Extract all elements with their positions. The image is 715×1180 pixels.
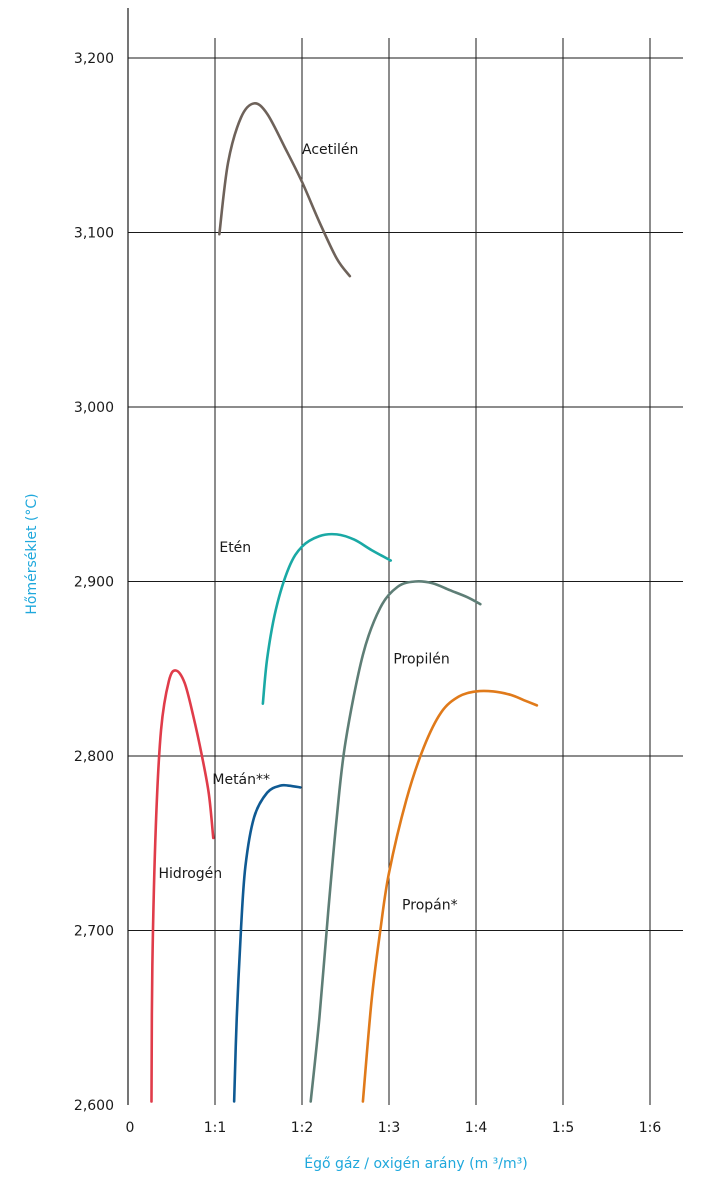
- y-tick-label-3000: 3,000: [74, 400, 114, 416]
- x-tick-label-1-4: 1:4: [465, 1120, 488, 1136]
- x-axis-title: Égő gáz / oxigén arány (m ³/m³): [304, 1155, 527, 1172]
- y-tick-label-2600: 2,600: [74, 1098, 114, 1114]
- series-line-hidrogen: [150, 669, 215, 1103]
- x-tick-label-0: 0: [126, 1120, 135, 1136]
- x-tick-label-1-6: 1:6: [639, 1120, 662, 1136]
- y-tick-label-3200: 3,200: [74, 51, 114, 67]
- series-label-metan: Metán**: [212, 772, 270, 788]
- series-labels: Acetilén Etén Propilén Propán* Metán** Hidrog…: [158, 142, 457, 914]
- x-tick-label-1-3: 1:3: [378, 1120, 401, 1136]
- series-line-metan: [232, 783, 302, 1103]
- x-tick-label-1-1: 1:1: [204, 1120, 227, 1136]
- series-line-propilen: [309, 580, 482, 1103]
- series-label-propan: Propán*: [402, 898, 458, 914]
- series-curves: [150, 102, 539, 1103]
- y-tick-labels: 2,600 2,700 2,800 2,900 3,000 3,100 3,200: [74, 51, 114, 1114]
- y-tick-label-2700: 2,700: [74, 924, 114, 940]
- series-line-acetilen: [218, 102, 352, 278]
- x-tick-labels: 0 1:1 1:2 1:3 1:4 1:5 1:6: [126, 1120, 662, 1136]
- x-tick-label-1-2: 1:2: [291, 1120, 314, 1136]
- x-tick-label-1-5: 1:5: [552, 1120, 575, 1136]
- series-label-eten: Etén: [219, 540, 251, 556]
- series-label-hidrogen: Hidrogén: [158, 866, 222, 882]
- series-line-propan: [361, 689, 539, 1103]
- y-axis-title: Hőmérséklet (°C): [24, 493, 40, 614]
- y-tick-label-3100: 3,100: [74, 226, 114, 242]
- grid: [128, 38, 683, 1105]
- series-label-acetilen: Acetilén: [302, 142, 358, 158]
- y-tick-label-2800: 2,800: [74, 749, 114, 765]
- series-label-propilen: Propilén: [393, 652, 449, 668]
- y-tick-label-2900: 2,900: [74, 575, 114, 591]
- series-line-eten: [261, 532, 393, 705]
